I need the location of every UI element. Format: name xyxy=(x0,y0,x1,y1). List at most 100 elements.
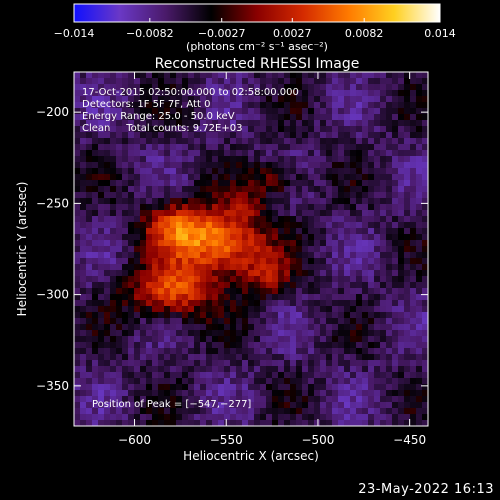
heatmap-cell xyxy=(170,222,177,229)
heatmap-cell xyxy=(374,84,381,91)
heatmap-cell xyxy=(206,126,213,133)
heatmap-cell xyxy=(242,408,249,415)
heatmap-cell xyxy=(404,150,411,157)
heatmap-cell xyxy=(110,150,117,157)
heatmap-cell xyxy=(386,264,393,271)
heatmap-cell xyxy=(284,324,291,331)
heatmap-cell xyxy=(356,126,363,133)
heatmap-cell xyxy=(242,264,249,271)
heatmap-cell xyxy=(140,240,147,247)
heatmap-cell xyxy=(374,150,381,157)
heatmap-cell xyxy=(368,300,375,307)
heatmap-cell xyxy=(254,234,261,241)
heatmap-cell xyxy=(188,264,195,271)
heatmap-cell xyxy=(350,318,357,325)
heatmap-cell xyxy=(86,114,93,121)
heatmap-cell xyxy=(422,186,429,193)
heatmap-cell xyxy=(140,288,147,295)
heatmap-cell xyxy=(404,204,411,211)
heatmap-cell xyxy=(188,252,195,259)
heatmap-cell xyxy=(134,72,141,79)
heatmap-cell xyxy=(326,348,333,355)
heatmap-cell xyxy=(170,354,177,361)
heatmap-cell xyxy=(92,198,99,205)
heatmap-cell xyxy=(404,420,411,427)
heatmap-cell xyxy=(278,252,285,259)
heatmap-cell xyxy=(332,372,339,379)
heatmap-cell xyxy=(188,318,195,325)
heatmap-cell xyxy=(302,138,309,145)
heatmap-cell xyxy=(110,348,117,355)
heatmap-cell xyxy=(308,114,315,121)
heatmap-cell xyxy=(236,84,243,91)
heatmap-cell xyxy=(302,240,309,247)
heatmap-cell xyxy=(308,156,315,163)
heatmap-cell xyxy=(224,408,231,415)
heatmap-cell xyxy=(218,402,225,409)
heatmap-cell xyxy=(416,240,423,247)
heatmap-cell xyxy=(386,336,393,343)
heatmap-cell xyxy=(224,168,231,175)
heatmap-cell xyxy=(110,84,117,91)
heatmap-cell xyxy=(248,318,255,325)
heatmap-cell xyxy=(248,402,255,409)
heatmap-cell xyxy=(278,132,285,139)
heatmap-cell xyxy=(320,78,327,85)
heatmap-cell xyxy=(308,336,315,343)
heatmap-cell xyxy=(308,378,315,385)
heatmap-cell xyxy=(194,216,201,223)
heatmap-cell xyxy=(362,372,369,379)
heatmap-cell xyxy=(140,72,147,79)
heatmap-cell xyxy=(296,132,303,139)
heatmap-cell xyxy=(74,96,81,103)
heatmap-cell xyxy=(314,420,321,427)
heatmap-cell xyxy=(140,162,147,169)
heatmap-cell xyxy=(176,126,183,133)
heatmap-cell xyxy=(224,144,231,151)
heatmap-cell xyxy=(362,240,369,247)
heatmap-cell xyxy=(386,276,393,283)
heatmap-cell xyxy=(404,132,411,139)
heatmap-cell xyxy=(188,384,195,391)
heatmap-cell xyxy=(224,132,231,139)
heatmap-cell xyxy=(200,180,207,187)
heatmap-cell xyxy=(176,306,183,313)
heatmap-cell xyxy=(170,108,177,115)
heatmap-cell xyxy=(158,384,165,391)
heatmap-cell xyxy=(164,258,171,265)
heatmap-cell xyxy=(116,270,123,277)
heatmap-cell xyxy=(134,246,141,253)
heatmap-cell xyxy=(212,348,219,355)
heatmap-cell xyxy=(404,366,411,373)
heatmap-cell xyxy=(272,132,279,139)
heatmap-cell xyxy=(110,324,117,331)
heatmap-cell xyxy=(422,252,429,259)
heatmap-cell xyxy=(332,162,339,169)
heatmap-cell xyxy=(386,102,393,109)
heatmap-cell xyxy=(260,102,267,109)
heatmap-cell xyxy=(350,192,357,199)
heatmap-cell xyxy=(152,126,159,133)
colorbar-tick-label: 0.0082 xyxy=(345,27,384,40)
heatmap-cell xyxy=(200,330,207,337)
heatmap-cell xyxy=(236,132,243,139)
heatmap-cell xyxy=(116,192,123,199)
heatmap-cell xyxy=(74,132,81,139)
heatmap-cell xyxy=(338,192,345,199)
heatmap-cell xyxy=(398,192,405,199)
heatmap-cell xyxy=(230,120,237,127)
heatmap-cell xyxy=(260,90,267,97)
heatmap-cell xyxy=(350,348,357,355)
heatmap-cell xyxy=(308,102,315,109)
heatmap-cell xyxy=(380,180,387,187)
heatmap-cell xyxy=(110,366,117,373)
heatmap-cell xyxy=(344,414,351,421)
heatmap-cell xyxy=(236,234,243,241)
heatmap-cell xyxy=(134,336,141,343)
heatmap-cell xyxy=(362,276,369,283)
heatmap-cell xyxy=(362,216,369,223)
heatmap-cell xyxy=(224,330,231,337)
heatmap-cell xyxy=(116,90,123,97)
heatmap-cell xyxy=(398,318,405,325)
heatmap-cell xyxy=(98,138,105,145)
